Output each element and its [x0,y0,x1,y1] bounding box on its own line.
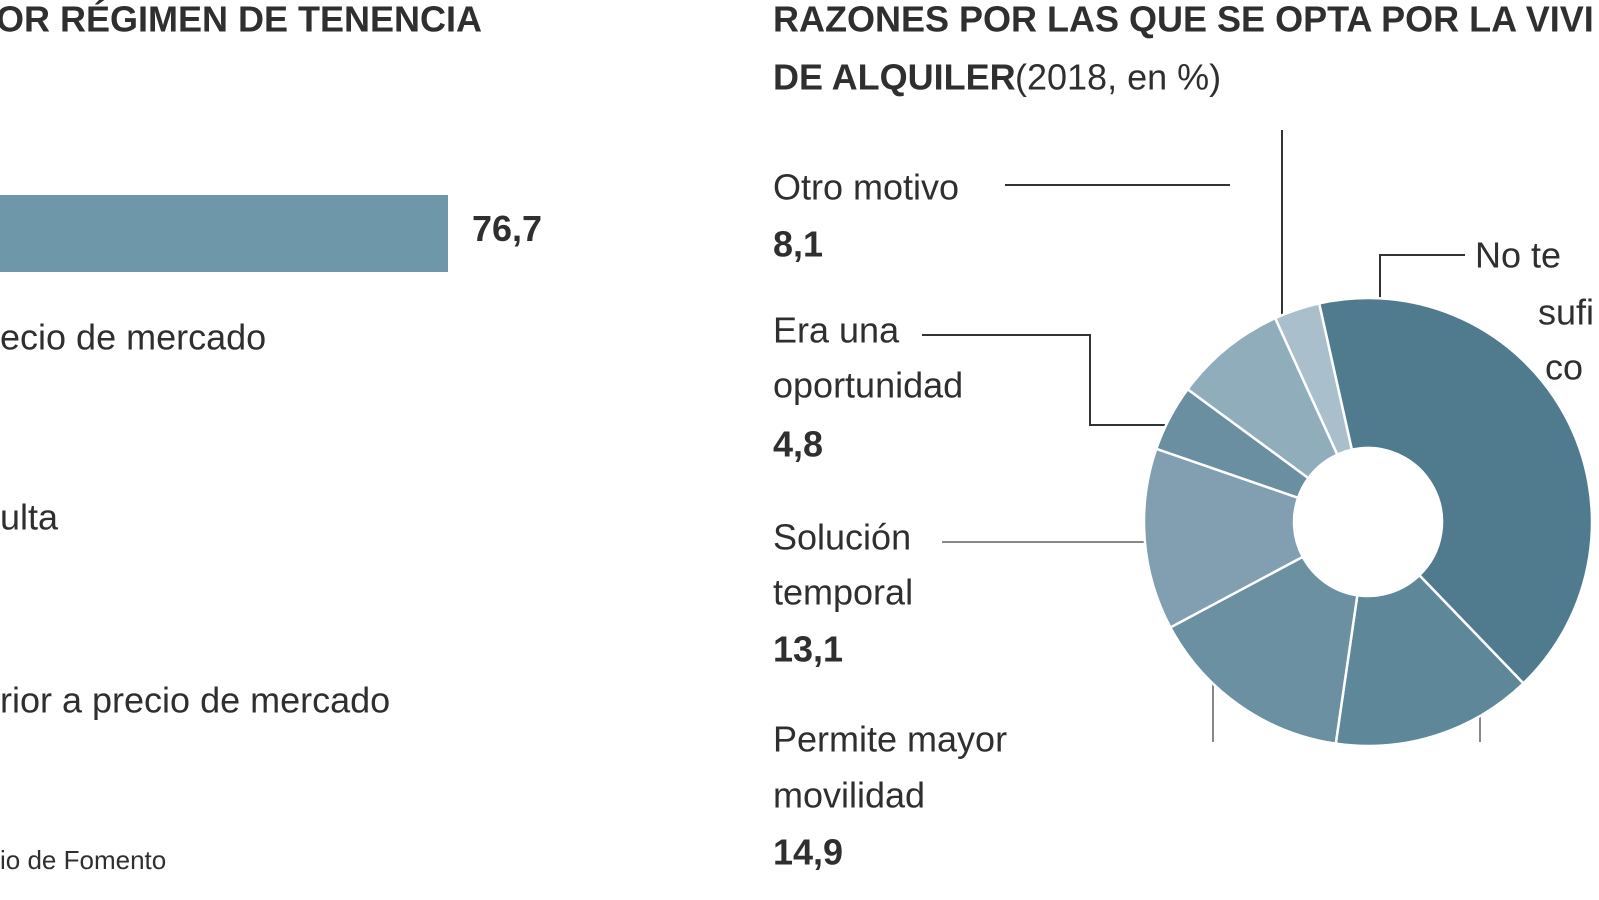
value-label: 4,8 [773,424,823,465]
category-label: oportunidad [773,365,963,406]
category-label: movilidad [773,775,925,816]
source: io de Fomento [0,845,166,875]
category-label: Permite mayor [773,719,1007,760]
donut-slice [1142,447,1305,630]
chart-title: DE ALQUILER [773,57,1016,98]
bar [0,195,449,272]
donut-slice [1317,296,1594,686]
category-label: Solución [773,517,911,558]
category-label: Era una [773,310,900,351]
category-label: ecio de mercado [0,317,266,358]
category-label: Otro motivo [773,167,959,208]
category-label: sufi [1538,292,1594,333]
value-label: 8,1 [773,224,823,265]
leader-lines [922,130,1481,742]
category-label: No te [1475,235,1561,276]
category-label: ulta [0,497,59,538]
value-label: 76,7 [472,208,542,249]
category-label: co [1545,347,1583,388]
value-label: 13,1 [773,629,843,670]
chart-title: OR RÉGIMEN DE TENENCIA [0,0,482,40]
value-label: 14,9 [773,832,843,873]
chart-subtitle: (2018, en %) [1015,57,1221,98]
leader-line [1379,254,1465,302]
donut-slice [1273,301,1354,457]
leader-line [922,334,1165,426]
chart-title: RAZONES POR LAS QUE SE OPTA POR LA VIVI [773,0,1594,40]
category-label: temporal [773,572,913,613]
donut-slice [1334,573,1526,748]
category-label: rior a precio de mercado [0,680,390,721]
